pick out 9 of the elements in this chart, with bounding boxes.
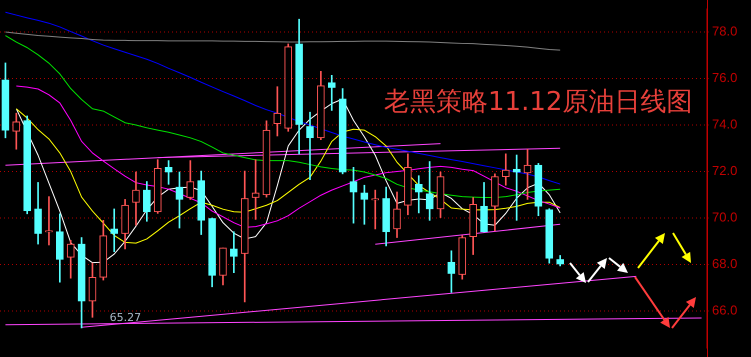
y-tick-label: 76.0	[712, 70, 738, 86]
y-tick-label: 70.0	[712, 210, 738, 225]
y-tick-label: 68.0	[712, 256, 738, 272]
y-tick-label: 78.0	[712, 24, 738, 39]
y-tick-label: 72.0	[712, 163, 738, 178]
y-tick-label: 74.0	[712, 116, 738, 132]
text: 老黑策略11.12原油日线图	[384, 86, 692, 119]
annotation: 65.27	[110, 310, 142, 324]
y-tick-label: 66.0	[712, 302, 738, 318]
